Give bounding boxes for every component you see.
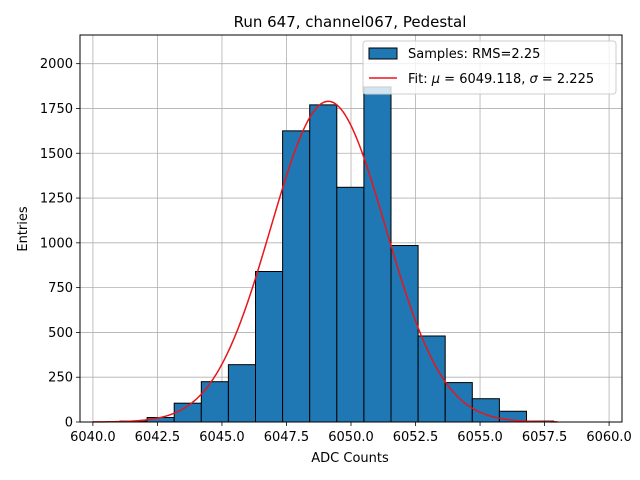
y-tick-label: 500	[48, 326, 73, 341]
histogram-bar	[390, 245, 419, 423]
legend-swatch-samples	[368, 47, 398, 60]
histogram-bar	[227, 364, 257, 423]
fit-curve	[92, 100, 558, 423]
x-tick-label: 6042.5	[135, 430, 181, 445]
x-tick-label: 6050.0	[328, 430, 374, 445]
y-tick-label: 0	[65, 416, 73, 431]
x-tick-label: 6060.0	[586, 430, 632, 445]
histogram-bar	[417, 335, 446, 423]
histogram-bar	[444, 382, 473, 423]
histogram-bar	[255, 271, 284, 423]
x-tick-label: 6052.5	[393, 430, 439, 445]
y-tick-label: 1500	[40, 147, 73, 162]
y-tick-label: 750	[48, 281, 73, 296]
legend-label-samples: Samples: RMS=2.25	[408, 47, 540, 62]
histogram-bar	[200, 381, 229, 423]
x-axis-ticks: 6040.0 6042.5 6045.0 6047.5 6050.0 6052.5 6055…	[70, 422, 632, 445]
x-tick-label: 6047.5	[264, 430, 310, 445]
y-tick-label: 1750	[40, 102, 73, 117]
x-axis-label: ADC Counts	[311, 451, 389, 466]
y-tick-label: 1250	[40, 192, 73, 207]
y-axis-ticks: 0 250 500 750 1000 1250 1500 1750 2000	[40, 57, 80, 431]
x-tick-label: 6055.0	[457, 430, 503, 445]
chart-title: Run 647, channel067, Pedestal	[234, 13, 467, 31]
y-tick-label: 1000	[40, 236, 73, 251]
legend: Samples: RMS=2.25 Fit: μ = 6049.118, σ =…	[362, 40, 617, 95]
legend-box	[362, 40, 617, 95]
x-tick-label: 6040.0	[70, 430, 116, 445]
histogram-bar	[363, 86, 392, 423]
histogram-bar	[336, 186, 365, 423]
legend-label-fit: Fit: μ = 6049.118, σ = 2.225	[408, 72, 594, 87]
y-tick-label: 2000	[40, 57, 73, 72]
x-tick-label: 6045.0	[199, 430, 245, 445]
histogram-bar	[309, 104, 338, 423]
y-tick-label: 250	[48, 371, 73, 386]
y-axis-label: Entries	[16, 206, 31, 252]
x-tick-label: 6057.5	[522, 430, 568, 445]
